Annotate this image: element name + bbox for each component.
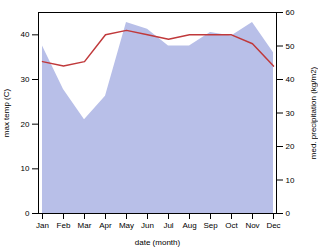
- svg-text:Nov: Nov: [245, 221, 259, 230]
- svg-text:Apr: Apr: [99, 221, 112, 230]
- svg-text:May: May: [119, 221, 134, 230]
- svg-text:40: 40: [21, 30, 30, 39]
- svg-text:20: 20: [21, 120, 30, 129]
- svg-text:30: 30: [286, 109, 295, 118]
- svg-text:40: 40: [286, 75, 295, 84]
- svg-text:Jan: Jan: [36, 221, 49, 230]
- svg-text:Dec: Dec: [266, 221, 280, 230]
- svg-text:30: 30: [21, 75, 30, 84]
- svg-text:60: 60: [286, 8, 295, 17]
- svg-text:date (month): date (month): [135, 238, 181, 247]
- svg-text:Sep: Sep: [203, 221, 218, 230]
- svg-text:0: 0: [286, 209, 291, 218]
- svg-text:Feb: Feb: [57, 221, 71, 230]
- svg-text:med. precipitation (kg/m2): med. precipitation (kg/m2): [309, 66, 318, 159]
- svg-text:Aug: Aug: [182, 221, 196, 230]
- svg-text:50: 50: [286, 42, 295, 51]
- svg-text:Jun: Jun: [141, 221, 154, 230]
- svg-text:10: 10: [21, 164, 30, 173]
- svg-text:20: 20: [286, 142, 295, 151]
- svg-text:max temp (C): max temp (C): [2, 88, 11, 137]
- svg-text:10: 10: [286, 176, 295, 185]
- svg-text:Oct: Oct: [225, 221, 238, 230]
- svg-text:Mar: Mar: [78, 221, 92, 230]
- svg-text:0: 0: [25, 209, 30, 218]
- svg-text:Jul: Jul: [163, 221, 173, 230]
